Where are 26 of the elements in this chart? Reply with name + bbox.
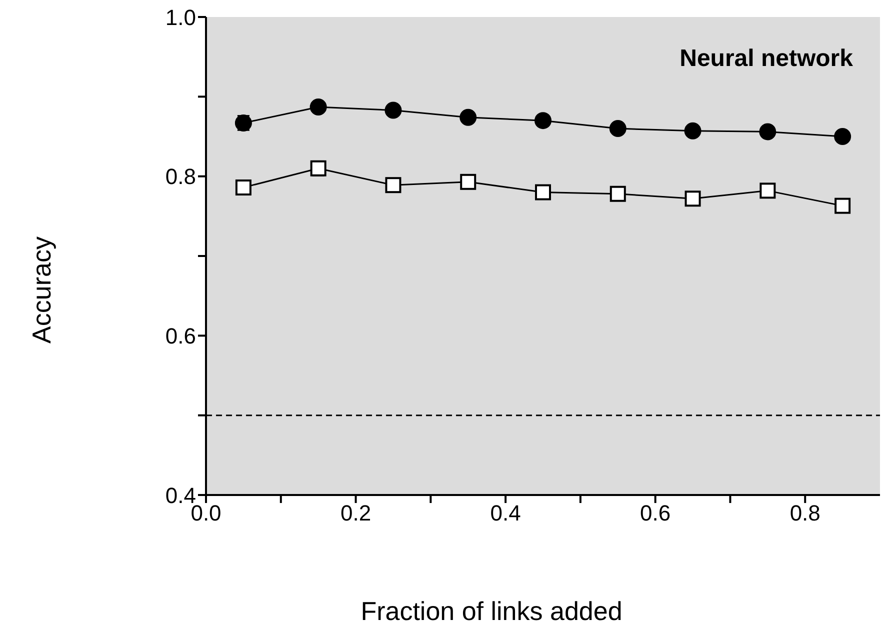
y-tick-label: 0.6 [165, 323, 196, 348]
x-tick-label: 0.6 [640, 500, 671, 526]
point [235, 179, 252, 196]
point [834, 128, 852, 145]
point [759, 123, 776, 140]
point [385, 177, 402, 194]
point [535, 184, 551, 200]
point [609, 120, 626, 138]
x-tick-label: 0.4 [490, 500, 521, 526]
point [684, 122, 702, 140]
y-axis-title: Accuracy [26, 236, 58, 344]
point [760, 182, 776, 199]
text: Neural network [680, 45, 853, 73]
x-tick-label: 0.8 [790, 500, 820, 526]
point [310, 98, 327, 116]
point [384, 102, 402, 119]
point [460, 108, 477, 126]
x-tick-label: 0.2 [340, 500, 372, 526]
y-tick-label: 1.0 [165, 4, 196, 30]
point [684, 190, 701, 207]
point [610, 186, 626, 202]
x-axis-title: Fraction of links added [360, 596, 624, 627]
point [460, 174, 476, 190]
point [834, 198, 851, 214]
y-tick-label: 0.8 [165, 164, 196, 190]
point [534, 112, 552, 130]
